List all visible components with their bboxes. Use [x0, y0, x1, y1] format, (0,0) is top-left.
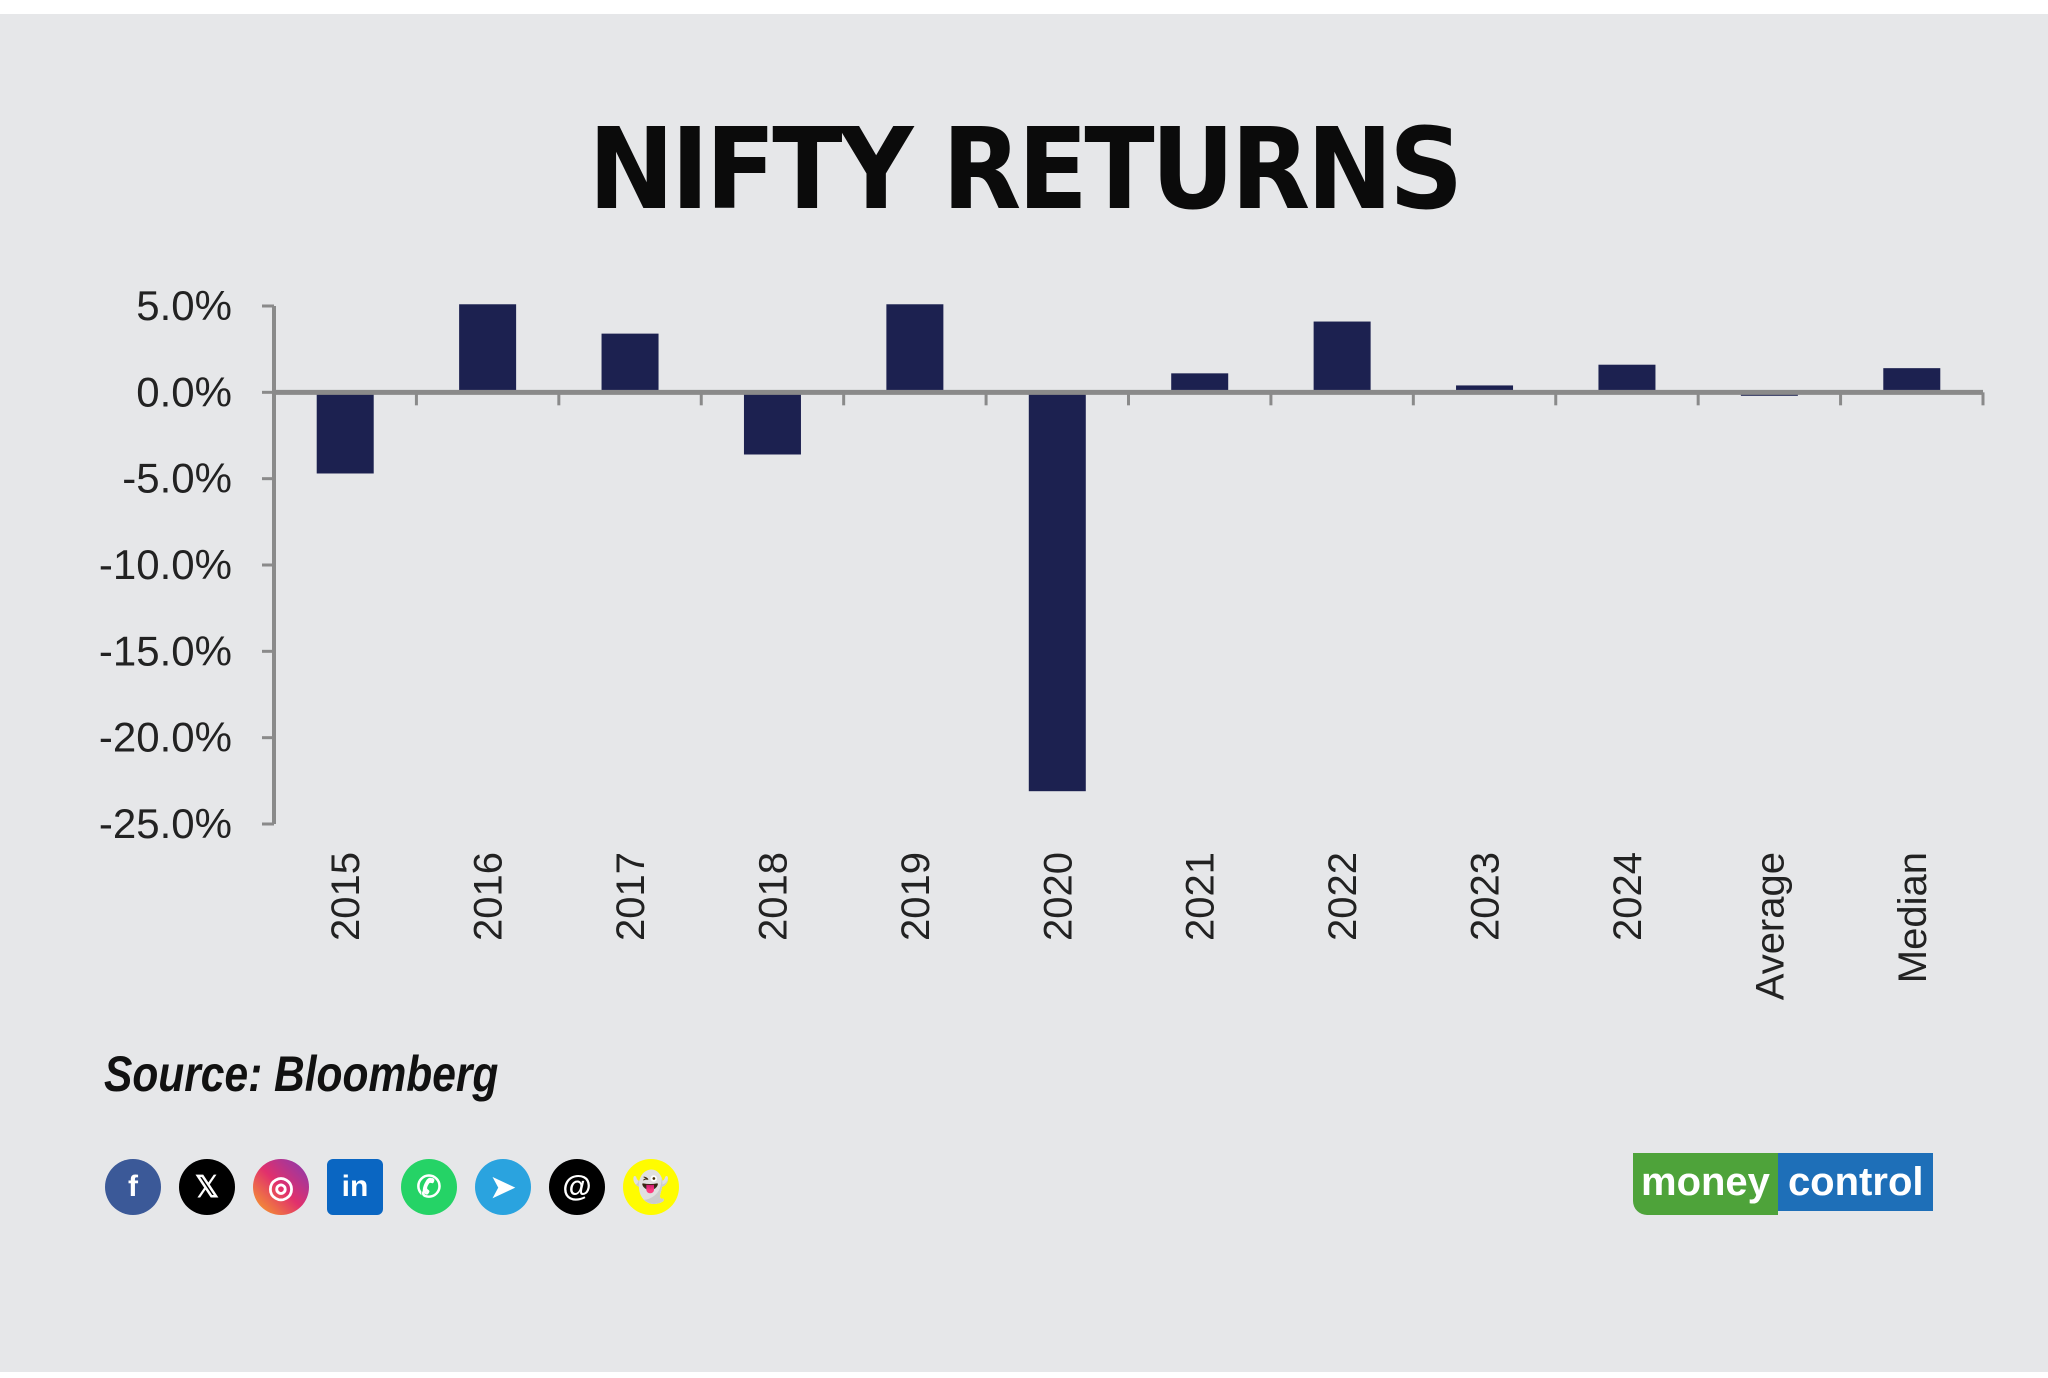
bar-2015	[316, 392, 374, 474]
bar-2019	[886, 304, 944, 393]
whatsapp-icon[interactable]: ✆	[401, 1159, 457, 1215]
bar-2017	[601, 333, 659, 393]
source-note: Source: Bloomberg	[104, 1046, 499, 1102]
instagram-icon[interactable]: ◎	[253, 1159, 309, 1215]
moneycontrol-logo: money control	[1633, 1153, 1934, 1215]
y-tick-label: -20.0%	[99, 714, 232, 761]
x-tick-label: 2022	[1321, 852, 1365, 941]
logo-part-money: money	[1633, 1153, 1778, 1215]
telegram-icon[interactable]: ➤	[475, 1159, 531, 1215]
x-tick-label: 2018	[751, 852, 795, 941]
x-tick-label: 2023	[1464, 852, 1508, 941]
x-tick-label: 2017	[609, 852, 653, 941]
x-tick-label: Median	[1891, 852, 1935, 983]
bar-2016	[459, 304, 517, 393]
snapchat-icon[interactable]: 👻	[623, 1159, 679, 1215]
x-tick-label: 2020	[1036, 852, 1080, 941]
logo-part-control: control	[1777, 1153, 1934, 1211]
x-tick-label: 2024	[1606, 852, 1650, 941]
chart-title: NIFTY RETURNS	[588, 105, 1463, 235]
x-icon[interactable]: 𝕏	[179, 1159, 235, 1215]
y-tick-label: -10.0%	[99, 541, 232, 588]
bar-2022	[1313, 321, 1371, 393]
bar-2021	[1171, 373, 1229, 393]
bar-2024	[1598, 364, 1656, 393]
x-tick-label: 2021	[1179, 852, 1223, 941]
y-tick-label: -5.0%	[122, 455, 232, 502]
bar-2023	[1456, 385, 1514, 393]
y-tick-label: -25.0%	[99, 800, 232, 847]
threads-icon[interactable]: @	[549, 1159, 605, 1215]
x-tick-label: 2016	[467, 852, 511, 941]
bar-2020	[1028, 392, 1086, 792]
x-tick-label: 2015	[324, 852, 368, 941]
facebook-icon[interactable]: f	[105, 1159, 161, 1215]
y-tick-label: -15.0%	[99, 627, 232, 674]
y-tick-label: 0.0%	[136, 368, 232, 415]
x-tick-label: Average	[1748, 852, 1792, 1000]
bar-median	[1883, 368, 1941, 393]
background-panel	[0, 14, 2048, 1372]
y-tick-label: 5.0%	[136, 282, 232, 329]
bar-2018	[743, 392, 801, 455]
x-tick-label: 2019	[894, 852, 938, 941]
linkedin-icon[interactable]: in	[327, 1159, 383, 1215]
